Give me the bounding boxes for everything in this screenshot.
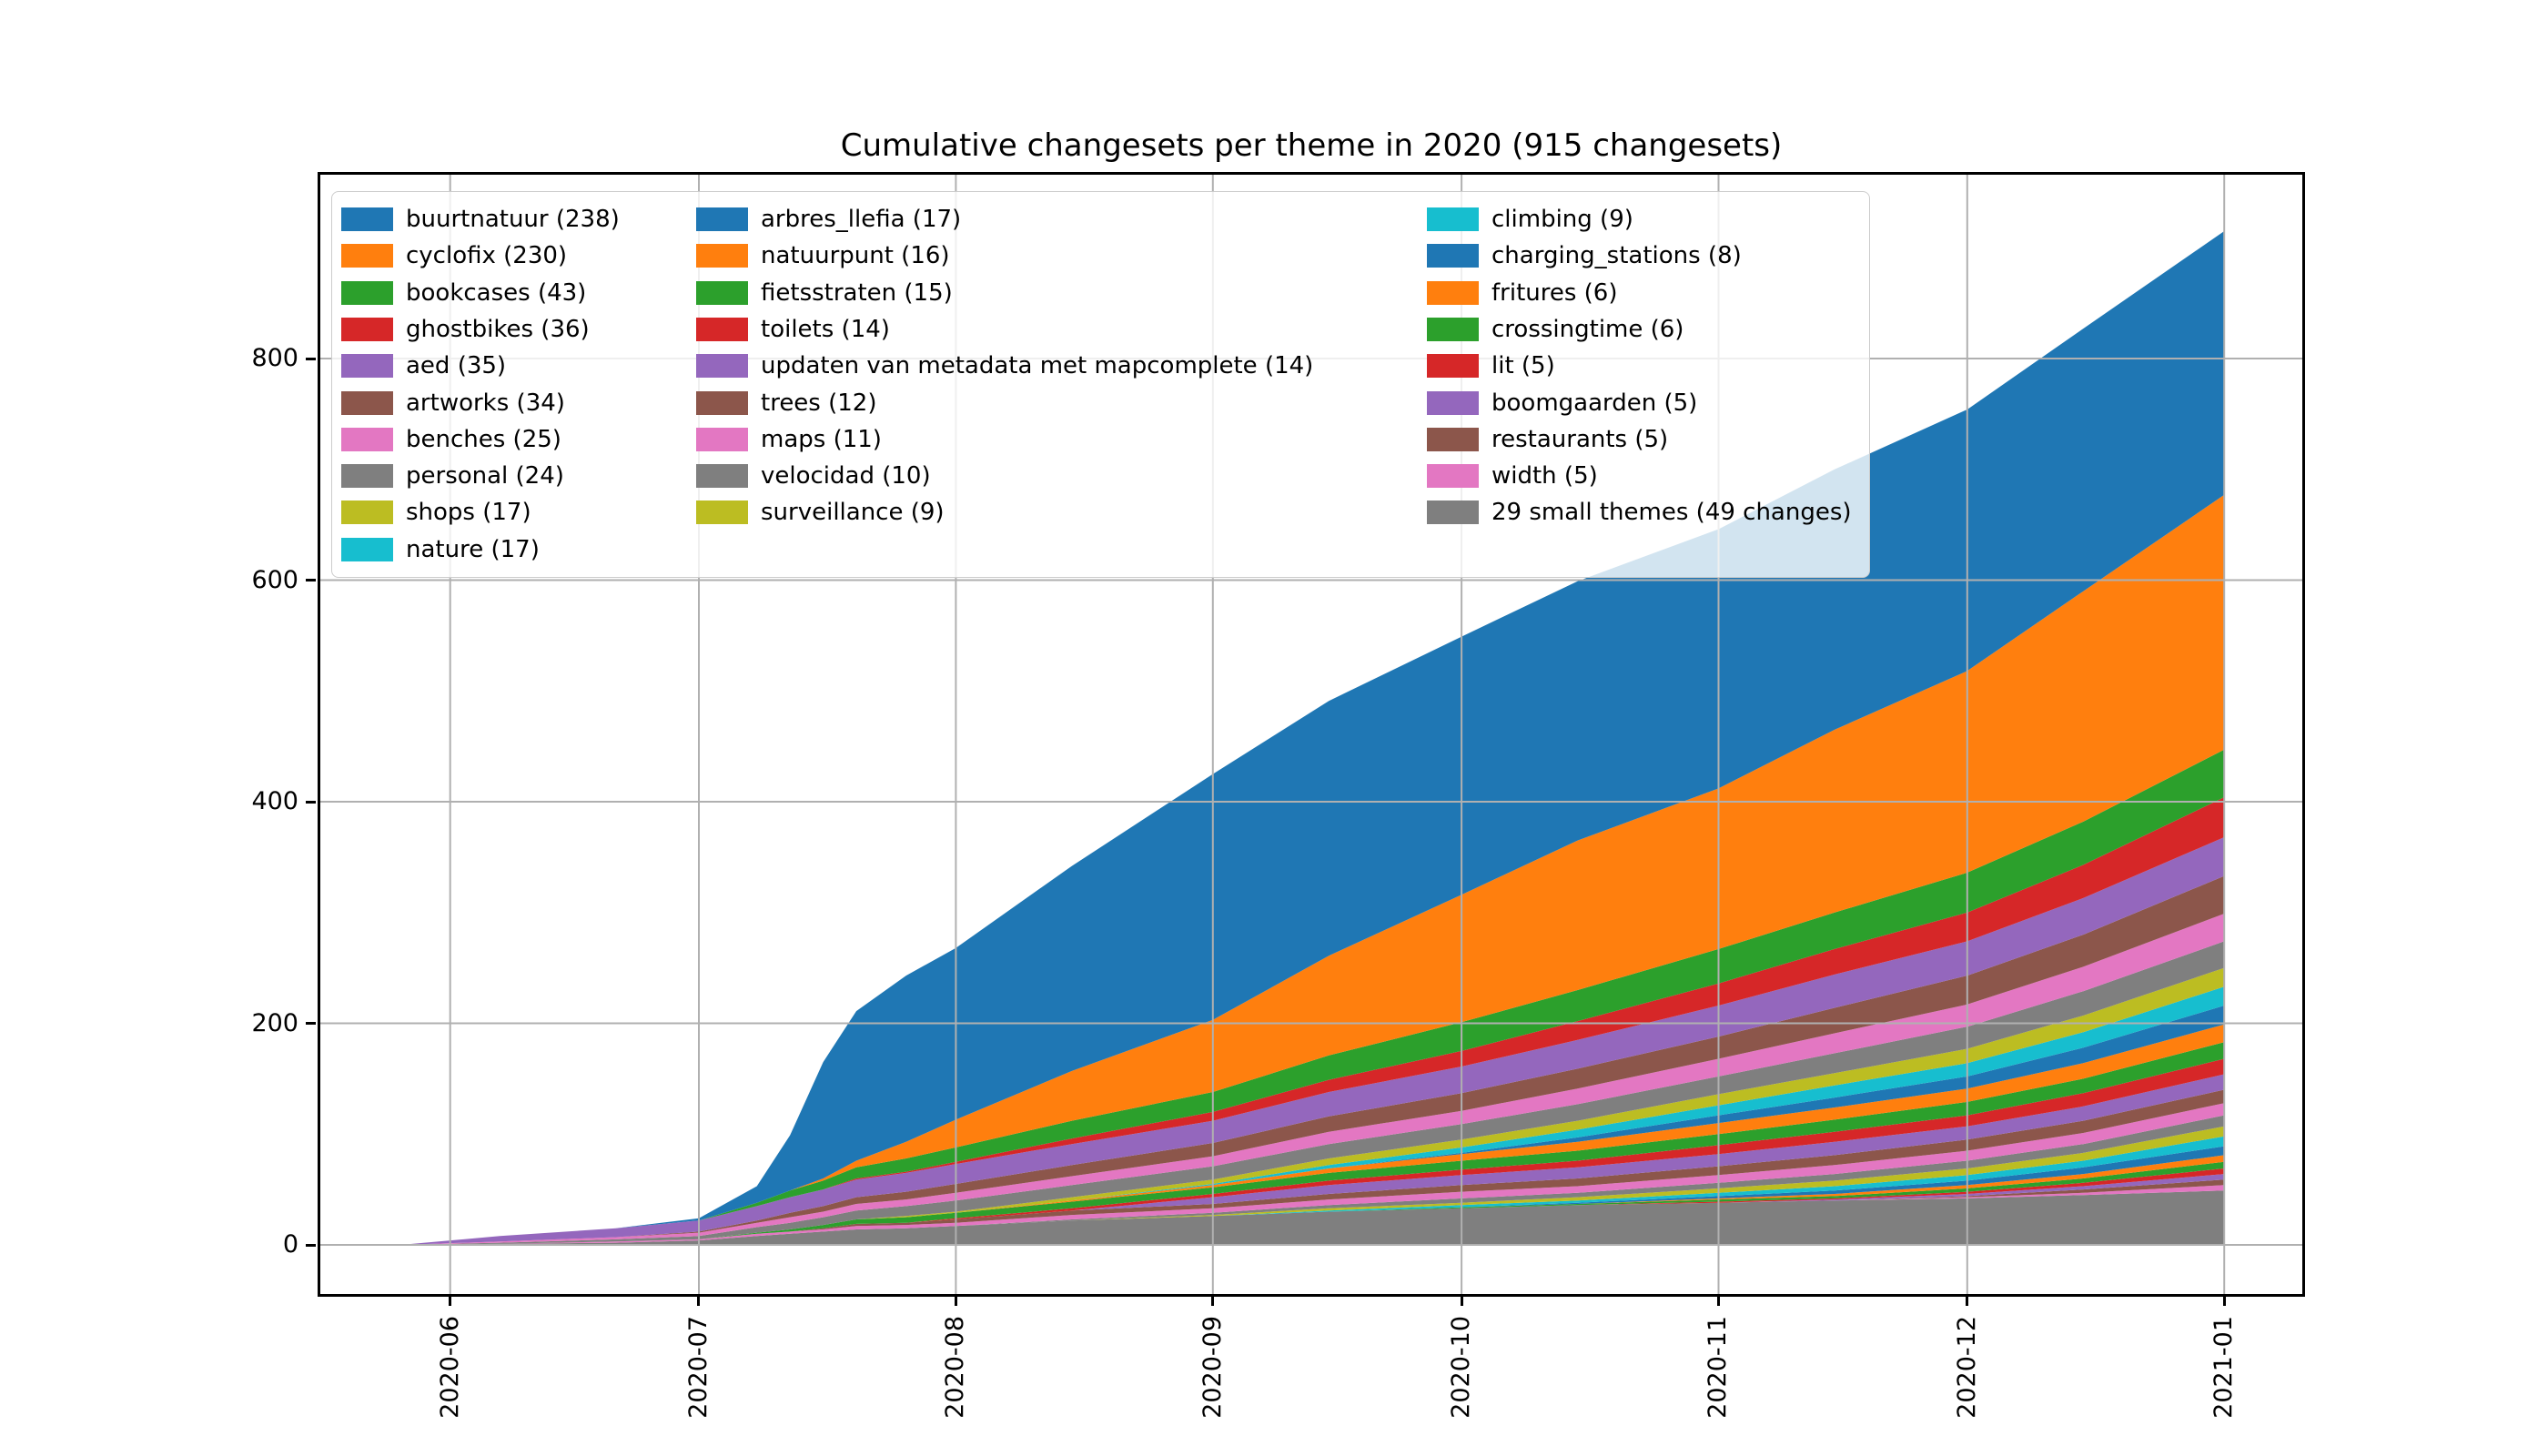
legend-swatch [341, 500, 393, 525]
legend-item-label: cyclofix (230) [406, 242, 568, 270]
legend-item-label: boomgaarden (5) [1491, 389, 1698, 417]
legend-swatch [696, 317, 748, 341]
legend-item-label: bookcases (43) [406, 278, 587, 307]
chart-title: Cumulative changesets per theme in 2020 … [840, 127, 1783, 164]
legend-item-label: natuurpunt (16) [761, 242, 950, 270]
x-tick-label: 2021-01 [2209, 1316, 2239, 1419]
legend-item-label: shops (17) [406, 499, 531, 527]
legend-swatch [696, 244, 748, 268]
y-tick-label: 0 [282, 1230, 298, 1259]
x-tick-mark [1211, 1296, 1215, 1306]
y-tick-mark [306, 800, 316, 804]
legend-swatch [1427, 280, 1479, 305]
series-area-29-small-themes [400, 1190, 2225, 1245]
legend-swatch [1427, 207, 1479, 231]
x-tick-mark [1460, 1296, 1463, 1306]
legend-item-label: maps (11) [761, 425, 882, 453]
x-tick-mark [1966, 1296, 1969, 1306]
legend-item-label: restaurants (5) [1491, 425, 1669, 453]
stacked-area-chart [320, 175, 2302, 1294]
legend-swatch [1427, 354, 1479, 379]
legend-swatch [696, 427, 748, 451]
y-tick-label: 200 [251, 1008, 298, 1037]
legend-item-label: width (5) [1491, 462, 1598, 490]
legend-swatch [1427, 390, 1479, 415]
legend-swatch [341, 244, 393, 268]
legend-swatch [341, 280, 393, 305]
x-tick-mark [2222, 1296, 2226, 1306]
legend-swatch [696, 390, 748, 415]
legend-swatch [1427, 464, 1479, 489]
legend-item-label: fritures (6) [1491, 278, 1618, 307]
x-tick-mark [1716, 1296, 1720, 1306]
series-area-buurtnatuur [400, 231, 2225, 1245]
y-tick-mark [306, 1022, 316, 1025]
legend-item-label: buurtnatuur (238) [406, 206, 620, 233]
y-tick-mark [306, 1243, 316, 1247]
legend-item-label: nature (17) [406, 535, 540, 563]
legend-item-label: surveillance (9) [761, 499, 945, 527]
legend-item-label: personal (24) [406, 462, 564, 490]
legend-swatch [696, 464, 748, 489]
legend-item-label: lit (5) [1491, 352, 1555, 380]
legend-swatch [341, 537, 393, 561]
legend-item-label: trees (12) [761, 389, 877, 417]
legend-item-label: ghostbikes (36) [406, 315, 590, 343]
y-tick-label: 600 [251, 565, 298, 594]
x-tick-label: 2020-06 [435, 1316, 464, 1419]
legend-swatch [341, 390, 393, 415]
x-tick-label: 2020-08 [941, 1316, 970, 1419]
legend-swatch [1427, 427, 1479, 451]
x-tick-label: 2020-10 [1447, 1316, 1476, 1419]
legend-item-label: crossingtime (6) [1491, 315, 1684, 343]
legend-item-label: climbing (9) [1491, 206, 1633, 233]
legend-item-label: 29 small themes (49 changes) [1491, 499, 1852, 527]
x-tick-mark [449, 1296, 452, 1306]
x-tick-label: 2020-12 [1952, 1316, 1981, 1419]
x-tick-label: 2020-09 [1198, 1316, 1227, 1419]
x-tick-mark [697, 1296, 701, 1306]
y-tick-mark [306, 579, 316, 581]
legend-item-label: benches (25) [406, 425, 561, 453]
y-tick-label: 800 [251, 344, 298, 372]
legend-swatch [341, 427, 393, 451]
legend-item-label: toilets (14) [761, 315, 890, 343]
x-tick-label: 2020-11 [1704, 1316, 1733, 1419]
legend-swatch [341, 464, 393, 489]
legend-item-label: charging_stations (8) [1491, 242, 1742, 270]
x-tick-label: 2020-07 [683, 1316, 713, 1419]
legend-item-label: velocidad (10) [761, 462, 931, 490]
legend-swatch [696, 207, 748, 231]
legend-swatch [1427, 500, 1479, 525]
legend-swatch [696, 354, 748, 379]
legend-item-label: fietsstraten (15) [761, 278, 953, 307]
legend-swatch [696, 280, 748, 305]
legend-item-label: arbres_llefia (17) [761, 206, 962, 233]
legend-swatch [341, 317, 393, 341]
legend-item-label: updaten van metadata met mapcomplete (14… [761, 352, 1314, 380]
series-area-cyclofix [400, 494, 2225, 1245]
legend-item-label: aed (35) [406, 352, 507, 380]
legend-swatch [341, 207, 393, 231]
legend-swatch [341, 354, 393, 379]
y-tick-label: 400 [251, 787, 298, 815]
y-tick-mark [306, 357, 316, 360]
legend-swatch [1427, 244, 1479, 268]
legend-item-label: artworks (34) [406, 389, 565, 417]
legend: buurtnatuur (238) cyclofix (230) bookcases… [331, 191, 1870, 578]
legend-swatch [1427, 317, 1479, 341]
legend-swatch [696, 500, 748, 525]
x-tick-mark [954, 1296, 957, 1306]
